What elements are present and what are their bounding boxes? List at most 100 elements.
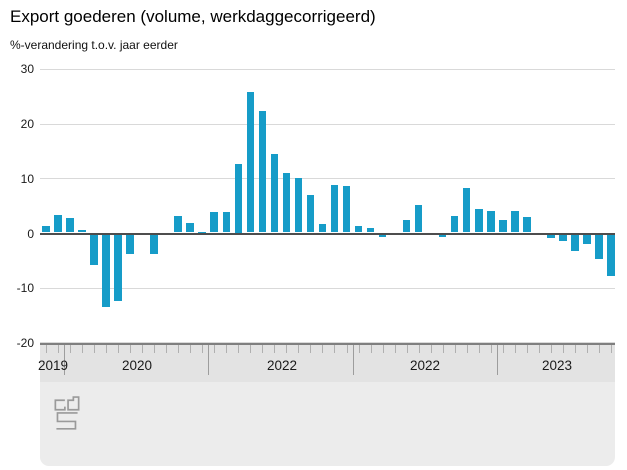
month-tick	[118, 345, 120, 353]
x-axis-year-label: 2022	[409, 358, 441, 373]
bar-2021-09[interactable]	[306, 195, 315, 233]
month-tick	[514, 345, 516, 353]
bar-2021-10[interactable]	[318, 224, 327, 233]
month-tick	[442, 345, 444, 353]
y-axis-tick-label: 30	[20, 62, 34, 77]
month-tick	[250, 345, 252, 353]
month-tick	[178, 345, 180, 353]
month-tick	[394, 345, 396, 353]
bar-2020-11[interactable]	[186, 223, 195, 233]
month-tick	[478, 345, 480, 353]
bar-2020-01[interactable]	[66, 217, 74, 233]
bar-2023-08[interactable]	[583, 234, 591, 245]
gridline	[40, 342, 615, 344]
month-tick	[610, 345, 612, 353]
month-tick	[274, 345, 276, 353]
bar-2023-03[interactable]	[523, 216, 531, 233]
month-tick	[586, 345, 588, 353]
bar-2023-10[interactable]	[607, 234, 615, 277]
bar-2020-12[interactable]	[198, 231, 207, 233]
x-axis-year-label: 2019	[37, 358, 69, 373]
bar-2023-06[interactable]	[559, 234, 567, 241]
year-separator	[496, 345, 498, 375]
bar-2020-05[interactable]	[114, 234, 122, 302]
cbs-logo	[54, 396, 80, 430]
bar-2021-07[interactable]	[282, 173, 291, 233]
gridline	[40, 178, 615, 180]
bar-2021-02[interactable]	[222, 212, 231, 233]
bar-2020-04[interactable]	[102, 234, 110, 308]
zero-line	[40, 232, 615, 235]
year-separator	[352, 345, 354, 375]
month-tick	[142, 345, 144, 353]
month-tick	[214, 345, 216, 353]
gridline	[40, 123, 615, 125]
bar-2023-01[interactable]	[498, 220, 507, 233]
month-tick	[382, 345, 384, 353]
bar-2022-06[interactable]	[414, 204, 423, 233]
x-axis-year-label: 2022	[266, 358, 298, 373]
bar-2020-10[interactable]	[174, 216, 182, 233]
month-tick	[574, 345, 576, 353]
bar-2021-08[interactable]	[294, 178, 303, 233]
bar-2023-05[interactable]	[547, 234, 555, 238]
footer-panel	[40, 382, 615, 466]
chart-subtitle: %-verandering t.o.v. jaar eerder	[10, 38, 178, 52]
x-axis-band[interactable]: 2019 2020 2022 2022 2023	[37, 343, 615, 382]
month-tick	[322, 345, 324, 353]
bar-2022-01[interactable]	[354, 226, 363, 233]
bar-2023-09[interactable]	[595, 234, 603, 260]
y-axis-tick-label: 0	[27, 226, 34, 241]
month-tick	[334, 345, 336, 353]
month-tick	[430, 345, 432, 353]
month-tick	[58, 345, 60, 353]
y-axis-tick-label: 10	[20, 171, 34, 186]
x-axis-year-label: 2020	[121, 358, 153, 373]
month-tick	[154, 345, 156, 353]
gridline	[40, 287, 615, 289]
year-separator	[208, 345, 210, 375]
bar-2022-11[interactable]	[474, 208, 483, 233]
month-tick	[190, 345, 192, 353]
y-axis-tick-label: 20	[20, 117, 34, 132]
bar-2021-03[interactable]	[234, 164, 243, 233]
month-tick	[454, 345, 456, 353]
month-tick	[46, 345, 47, 353]
gridline	[40, 68, 615, 70]
bar-2021-06[interactable]	[270, 154, 279, 233]
bar-2021-12[interactable]	[342, 186, 351, 233]
bar-2021-04[interactable]	[246, 92, 255, 233]
y-axis-tick-label: -10	[16, 281, 34, 296]
y-axis-tick-label: -20	[16, 335, 34, 350]
bar-2022-05[interactable]	[402, 219, 411, 233]
bar-2022-12[interactable]	[486, 210, 495, 233]
bar-2020-02[interactable]	[78, 230, 86, 233]
month-tick	[550, 345, 552, 353]
bar-2022-03[interactable]	[378, 234, 387, 237]
chart-title: Export goederen (volume, werkdaggecorrig…	[10, 7, 376, 26]
month-tick	[370, 345, 372, 353]
bar-2022-09[interactable]	[450, 216, 459, 233]
bar-2023-02[interactable]	[510, 211, 519, 233]
month-tick	[166, 345, 168, 353]
bar-2020-06[interactable]	[126, 234, 134, 254]
bar-2021-05[interactable]	[258, 110, 267, 233]
bar-2022-08[interactable]	[438, 234, 447, 238]
bar-2019-12[interactable]	[54, 214, 62, 233]
bar-2019-11[interactable]	[42, 226, 50, 233]
x-axis-year-label: 2023	[541, 358, 573, 373]
month-tick	[202, 345, 204, 353]
month-tick	[310, 345, 312, 353]
bar-2021-01[interactable]	[210, 212, 219, 233]
bar-2023-07[interactable]	[571, 234, 579, 252]
month-tick	[130, 345, 132, 353]
month-tick	[238, 345, 240, 353]
bar-2020-03[interactable]	[90, 234, 98, 266]
month-tick	[226, 345, 228, 353]
bar-2020-08[interactable]	[150, 234, 158, 255]
bar-2021-11[interactable]	[330, 184, 339, 233]
month-tick	[598, 345, 600, 353]
bar-2022-10[interactable]	[462, 187, 471, 233]
bar-2022-02[interactable]	[366, 227, 375, 233]
month-tick	[418, 345, 420, 353]
